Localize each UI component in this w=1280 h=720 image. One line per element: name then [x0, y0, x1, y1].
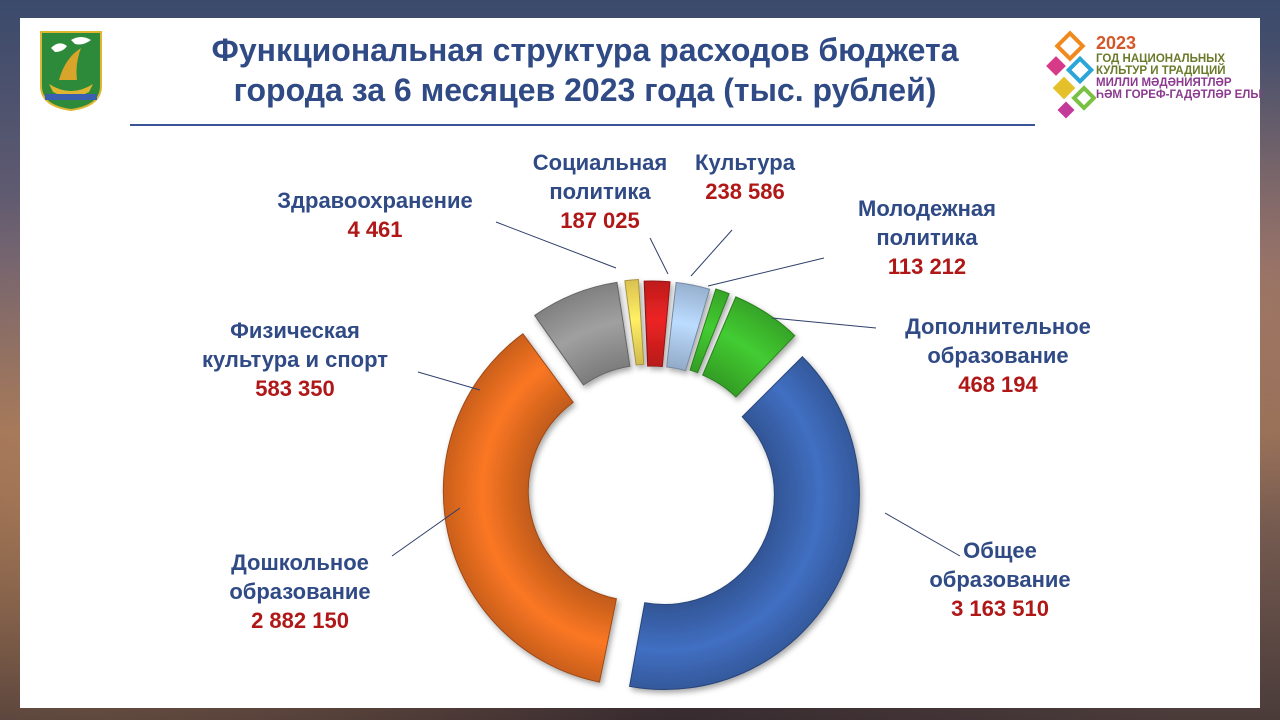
slice-label-value: 113 212 [888, 254, 966, 279]
leader-line [771, 317, 877, 329]
leader-line [884, 512, 961, 557]
ornament-icon [1046, 30, 1097, 119]
logo-year: 2023 [1096, 33, 1137, 53]
slice-3 [533, 281, 631, 386]
slice-2 [442, 333, 617, 683]
slice-label-name: культура и спорт [202, 347, 388, 372]
logo-line-1: ГОД НАЦИОНАЛЬНЫХ [1096, 52, 1226, 65]
chart-title: Функциональная структура расходов бюджет… [130, 30, 1040, 110]
slice-label-value: 583 350 [255, 376, 335, 401]
year-of-cultures-logo: 2023 ГОД НАЦИОНАЛЬНЫХ КУЛЬТУР И ТРАДИЦИЙ… [1044, 26, 1262, 122]
leader-line [690, 229, 733, 277]
slice-label-name: Социальная [533, 150, 667, 175]
slice-label-name: Общее [963, 538, 1037, 563]
slice-label-name: Физическая [230, 318, 360, 343]
title-divider [130, 124, 1035, 126]
logo-line-2: КУЛЬТУР И ТРАДИЦИЙ [1096, 64, 1226, 77]
slice-1 [628, 356, 860, 691]
slice-label-value: 4 461 [347, 217, 402, 242]
leader-line [417, 371, 481, 391]
slice-label-name: Здравоохранение [277, 188, 472, 213]
slice-label-name: образование [929, 567, 1070, 592]
slice-label-name: политика [549, 179, 651, 204]
leader-line [707, 257, 825, 287]
slice-label-value: 187 025 [560, 208, 640, 233]
slice-label-value: 3 163 510 [951, 596, 1049, 621]
city-coat-of-arms-logo [37, 28, 105, 112]
slice-7 [689, 288, 730, 374]
slice-label-name: Дополнительное [905, 314, 1091, 339]
leader-line [391, 507, 461, 557]
slice-6 [666, 281, 711, 372]
logo-line-3: МИЛЛИ МӘДӘНИЯТЛӘР [1096, 77, 1232, 90]
slice-label-name: политика [876, 225, 978, 250]
slide: Функциональная структура расходов бюджет… [20, 18, 1262, 708]
leader-line [649, 237, 669, 275]
slice-label-name: образование [229, 579, 370, 604]
slice-label-name: Молодежная [858, 196, 996, 221]
slice-8 [702, 296, 796, 398]
donut-chart: Общее образование 3 163 510 Дошкольное образ… [202, 150, 1091, 691]
slice-label-name: Дошкольное [231, 550, 369, 575]
leader-line [495, 221, 617, 269]
title-line-2: города за 6 месяцев 2023 года (тыс. рубл… [233, 72, 937, 108]
slice-label-name: образование [927, 343, 1068, 368]
slice-4 [624, 278, 645, 366]
slice-label-value: 2 882 150 [251, 608, 349, 633]
slice-5 [643, 280, 671, 368]
slice-label-name: Культура [695, 150, 796, 175]
title-line-1: Функциональная структура расходов бюджет… [211, 32, 959, 68]
logo-line-4: ҺӘМ ГОРЕФ-ГАДӘТЛӘР ЕЛЫ [1096, 89, 1262, 102]
slice-label-value: 238 586 [705, 179, 785, 204]
slice-label-value: 468 194 [958, 372, 1038, 397]
